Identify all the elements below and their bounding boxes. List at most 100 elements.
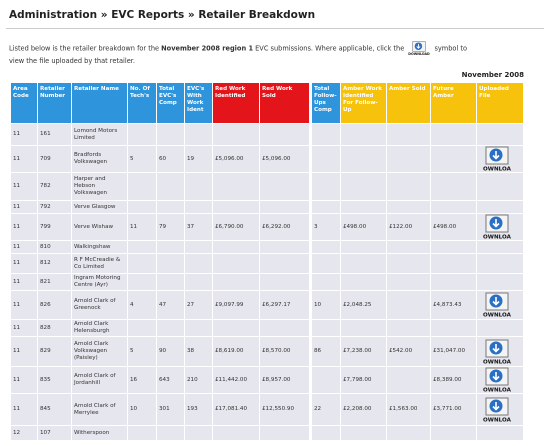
intro-text: Listed below is the retailer breakdown f…: [9, 41, 479, 66]
cell: 829: [38, 337, 71, 366]
cell: Arnold Clark Volkswagen (Paisley): [72, 337, 127, 366]
cell: £2,208.00: [341, 394, 386, 425]
cell: 782: [38, 173, 71, 200]
cell: 11: [11, 173, 37, 200]
spacer: [310, 214, 311, 240]
cell: [431, 426, 476, 440]
cell: [128, 254, 156, 273]
cell: 11: [11, 214, 37, 240]
cell: £8,570.00: [260, 337, 309, 366]
cell: £11,442.00: [213, 367, 259, 393]
download-icon[interactable]: DOWNLOAD: [483, 397, 511, 423]
column-header: Red Work Identified: [213, 83, 259, 123]
cell: [387, 426, 430, 440]
retailer-row: 11 828 Arnold Clark Helensburgh: [11, 320, 523, 336]
cell: 11: [11, 124, 37, 145]
cell: [312, 274, 340, 290]
cell: [185, 124, 212, 145]
cell: 161: [38, 124, 71, 145]
cell: [341, 146, 386, 172]
spacer: [310, 146, 311, 172]
cell: [341, 201, 386, 213]
cell: 10: [312, 291, 340, 319]
spacer: [310, 201, 311, 213]
cell: [185, 254, 212, 273]
cell: [431, 173, 476, 200]
cell: £498.00: [431, 214, 476, 240]
cell: [341, 426, 386, 440]
cell: [157, 173, 184, 200]
cell: [128, 173, 156, 200]
download-icon[interactable]: DOWNLOAD: [483, 146, 511, 172]
spacer: [310, 274, 311, 290]
cell: £17,081.40: [213, 394, 259, 425]
download-label: DOWNLOAD: [483, 417, 511, 423]
download-icon[interactable]: DOWNLOAD: [483, 292, 511, 318]
cell: £5,096.00: [213, 146, 259, 172]
cell: [387, 367, 430, 393]
cell: [128, 124, 156, 145]
cell: 11: [11, 146, 37, 172]
cell: 828: [38, 320, 71, 336]
cell: [341, 320, 386, 336]
cell: [312, 124, 340, 145]
retailer-row: 11 812 R F McCreadie & Co Limited: [11, 254, 523, 273]
cell: [185, 320, 212, 336]
cell: 193: [185, 394, 212, 425]
cell: £6,292.00: [260, 214, 309, 240]
cell: [157, 320, 184, 336]
column-header: Red Work Sold: [260, 83, 309, 123]
cell: [387, 254, 430, 273]
cell: 37: [185, 214, 212, 240]
retailer-row: 11 792 Verve Glasgow: [11, 201, 523, 213]
download-icon: DOWNLOAD: [406, 41, 432, 56]
upload-cell: [477, 201, 523, 213]
cell: [387, 201, 430, 213]
cell: [387, 241, 430, 253]
cell: 79: [157, 214, 184, 240]
cell: 301: [157, 394, 184, 425]
retailer-row: 11 161 Lomond Motors Limited: [11, 124, 523, 145]
cell: [387, 124, 430, 145]
column-header: Total EVC's Comp: [157, 83, 184, 123]
cell: [185, 241, 212, 253]
upload-cell: [477, 124, 523, 145]
cell: [312, 254, 340, 273]
download-label: DOWNLOAD: [409, 52, 431, 56]
cell: £5,096.00: [260, 146, 309, 172]
cell: [157, 241, 184, 253]
cell: [185, 426, 212, 440]
cell: [387, 320, 430, 336]
cell: 5: [128, 146, 156, 172]
cell: [213, 426, 259, 440]
spacer: [310, 394, 311, 425]
download-icon[interactable]: DOWNLOAD: [483, 367, 511, 393]
spacer: [310, 426, 311, 440]
spacer: [310, 291, 311, 319]
cell: £9,097.99: [213, 291, 259, 319]
download-icon[interactable]: DOWNLOAD: [483, 214, 511, 240]
cell: [128, 274, 156, 290]
cell: £122.00: [387, 214, 430, 240]
cell: 210: [185, 367, 212, 393]
download-icon[interactable]: DOWNLOAD: [483, 339, 511, 365]
cell: [185, 173, 212, 200]
column-header: Retailer Name: [72, 83, 127, 123]
column-header: Amber Sold: [387, 83, 430, 123]
cell: £12,550.90: [260, 394, 309, 425]
cell: [312, 146, 340, 172]
cell: [387, 291, 430, 319]
cell: Verve Glasgow: [72, 201, 127, 213]
cell: 5: [128, 337, 156, 366]
cell: [260, 241, 309, 253]
cell: £3,771.00: [431, 394, 476, 425]
cell: 22: [312, 394, 340, 425]
cell: £2,048.25: [341, 291, 386, 319]
retailer-row: 11 799 Verve Wishaw 11 79 37 £6,790.00 £6,292.0…: [11, 214, 523, 240]
cell: £7,238.00: [341, 337, 386, 366]
cell: [260, 173, 309, 200]
cell: 47: [157, 291, 184, 319]
cell: [312, 241, 340, 253]
cell: Bradfords Volkswagen: [72, 146, 127, 172]
upload-cell: DOWNLOAD: [477, 337, 523, 366]
